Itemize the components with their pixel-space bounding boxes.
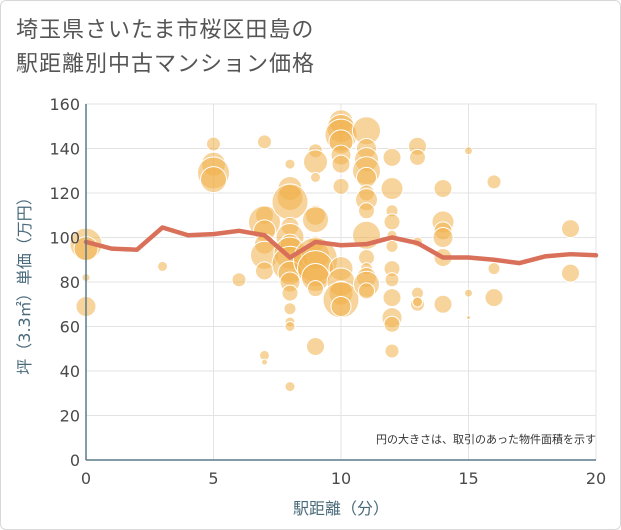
bubble-point [380, 177, 404, 201]
bubble-point [310, 171, 321, 183]
bubble-point [284, 158, 296, 170]
tick-labels: 0 20 40 60 80 100 120 140 160 0 5 10 15 20 [49, 95, 606, 488]
bubble-point [330, 295, 352, 317]
y-tick-label: 60 [60, 318, 80, 337]
bubble-point [257, 134, 272, 150]
bubble-point [486, 174, 502, 190]
bubble-point [561, 263, 580, 283]
axes [85, 104, 596, 461]
y-tick-label: 100 [49, 229, 80, 248]
chart-title-line1: 埼玉県さいたま市桜区田島の [16, 18, 315, 43]
bubble-point [464, 288, 473, 298]
bubble-point [284, 321, 296, 332]
bubble-point [433, 179, 453, 199]
y-tick-label: 40 [60, 362, 80, 381]
bubble-point [466, 315, 471, 321]
x-tick-label: 5 [208, 469, 218, 488]
y-tick-label: 0 [70, 451, 80, 470]
chart-title-line2: 駅距離別中古マンション価格 [16, 52, 316, 77]
bubble-point [356, 166, 377, 188]
y-tick-label: 80 [60, 273, 80, 292]
bubble-point [306, 337, 325, 357]
bubble-point [200, 166, 227, 194]
bubble-point [231, 272, 247, 288]
bubble-point [261, 358, 268, 366]
bubble-point [464, 146, 473, 156]
bubble-point [331, 154, 351, 174]
bubble-point [157, 260, 168, 272]
x-tick-label: 20 [586, 469, 606, 488]
bubble-point [382, 288, 402, 308]
bubble-layer [69, 109, 580, 393]
bubble-point [358, 282, 375, 300]
bubble-point [281, 284, 299, 302]
bubble-point [307, 280, 324, 298]
average-price-line [83, 225, 599, 266]
y-tick-label: 120 [49, 184, 80, 203]
chart-note: 円の大きさは、取引のあった物件面積を示す [376, 432, 596, 446]
x-axis-label: 駅距離（分） [293, 499, 389, 518]
y-tick-label: 20 [60, 407, 80, 426]
bubble-point [284, 381, 296, 393]
bubble-point [385, 239, 399, 253]
chart-title: 埼玉県さいたま市桜区田島の 駅距離別中古マンション価格 [16, 14, 315, 82]
bubble-point [484, 288, 504, 308]
bubble-point [303, 149, 328, 175]
bubble-point [383, 315, 401, 333]
y-tick-label: 160 [49, 95, 80, 114]
bubble-point [412, 296, 423, 308]
bubble-point [384, 272, 400, 288]
x-tick-label: 10 [331, 469, 351, 488]
bubble-point [283, 302, 297, 316]
bubble-point [382, 147, 402, 167]
bubble-point [206, 136, 221, 152]
bubble-point [332, 177, 350, 195]
bubble-point [358, 202, 375, 220]
y-axis-label: 坪（3.3㎡）単価（万円） [15, 189, 34, 374]
x-tick-label: 0 [81, 469, 91, 488]
bubble-point [432, 227, 454, 248]
bubble-point [383, 213, 401, 231]
bubble-point [302, 206, 329, 234]
bubble-point [255, 261, 274, 281]
bubble-point [384, 343, 400, 359]
bubble-point [409, 148, 426, 166]
bubble-point [561, 219, 580, 239]
bubble-point [271, 183, 309, 221]
x-tick-label: 15 [458, 469, 478, 488]
y-tick-label: 140 [49, 140, 80, 159]
bubble-point [433, 294, 453, 314]
bubble-point [487, 262, 501, 276]
average-line-layer [83, 225, 599, 266]
